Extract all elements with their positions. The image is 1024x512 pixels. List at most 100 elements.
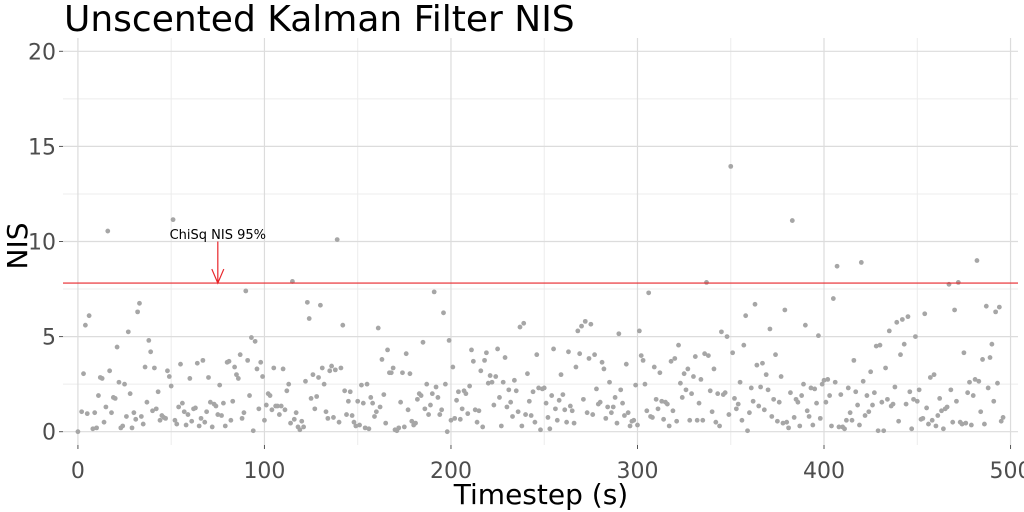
- data-point: [696, 400, 702, 406]
- data-point: [976, 378, 982, 384]
- data-point: [620, 400, 625, 406]
- data-point: [711, 366, 717, 372]
- data-point: [245, 357, 251, 363]
- data-point: [362, 425, 368, 431]
- data-point: [810, 422, 816, 428]
- data-point: [625, 410, 631, 416]
- data-point: [482, 357, 487, 363]
- data-point: [545, 415, 551, 420]
- data-point: [849, 417, 855, 423]
- data-point: [698, 376, 704, 382]
- data-point: [541, 385, 547, 391]
- data-point: [681, 371, 687, 377]
- data-point: [431, 289, 437, 295]
- data-point: [636, 328, 642, 334]
- data-point: [442, 381, 448, 387]
- data-point: [262, 417, 267, 423]
- data-point: [607, 379, 612, 385]
- data-point: [651, 364, 657, 370]
- data-point: [864, 393, 870, 398]
- data-point: [588, 321, 594, 327]
- data-point: [219, 413, 224, 418]
- data-point: [418, 393, 424, 398]
- data-point: [758, 384, 763, 390]
- data-point: [683, 387, 689, 393]
- data-point: [470, 358, 476, 364]
- data-point: [185, 412, 191, 417]
- data-point: [234, 372, 239, 378]
- data-point: [489, 379, 495, 385]
- data-point: [622, 413, 627, 418]
- data-point: [151, 365, 157, 371]
- data-point: [582, 318, 588, 324]
- data-point: [381, 392, 387, 398]
- data-point: [396, 425, 402, 431]
- data-point: [569, 408, 575, 414]
- data-point: [705, 353, 711, 359]
- data-point: [616, 331, 622, 337]
- data-point: [364, 381, 370, 387]
- data-point: [116, 379, 122, 385]
- x-tick-label: 500: [990, 459, 1024, 484]
- data-point: [519, 423, 525, 429]
- data-point: [301, 424, 307, 430]
- data-point: [914, 398, 920, 404]
- x-tick-label: 0: [71, 459, 85, 484]
- data-point: [909, 426, 915, 432]
- data-point: [338, 365, 344, 371]
- data-point: [226, 358, 232, 364]
- data-point: [196, 423, 202, 429]
- data-point: [124, 414, 129, 419]
- major-gridlines: [63, 38, 1018, 445]
- data-point: [691, 374, 696, 379]
- data-point: [420, 339, 426, 345]
- data-point: [125, 329, 131, 335]
- data-point: [99, 376, 105, 381]
- data-point: [183, 422, 189, 428]
- data-point: [761, 407, 767, 413]
- data-point: [608, 410, 614, 416]
- data-point: [114, 344, 120, 350]
- x-tick-label: 100: [243, 459, 285, 484]
- data-point: [178, 361, 183, 367]
- data-point: [357, 422, 362, 428]
- data-point: [150, 408, 155, 414]
- data-point: [597, 399, 603, 405]
- data-point: [414, 396, 420, 402]
- y-tick-label: 10: [28, 231, 56, 256]
- data-point: [789, 218, 795, 223]
- data-point: [433, 384, 439, 390]
- data-point: [825, 376, 831, 382]
- data-point: [827, 393, 833, 398]
- data-point: [610, 404, 616, 410]
- data-point: [784, 419, 790, 425]
- data-point: [735, 401, 741, 407]
- data-point: [456, 389, 461, 395]
- data-point: [767, 326, 773, 332]
- data-point: [258, 359, 264, 365]
- annotation-label: ChiSq NIS 95%: [170, 228, 266, 243]
- data-point: [472, 407, 478, 413]
- data-point: [995, 380, 1000, 386]
- data-point: [743, 313, 749, 319]
- data-point: [623, 361, 629, 367]
- data-point: [353, 423, 359, 429]
- data-point: [200, 357, 206, 363]
- data-point: [804, 408, 810, 414]
- data-point: [428, 402, 433, 408]
- data-point: [176, 404, 182, 410]
- data-point: [193, 405, 198, 411]
- data-point: [577, 351, 583, 357]
- data-point: [105, 228, 111, 234]
- data-point: [741, 342, 747, 348]
- data-point: [90, 426, 96, 432]
- data-point: [84, 411, 90, 417]
- data-point: [349, 413, 355, 418]
- data-point: [733, 406, 739, 412]
- data-point: [788, 390, 793, 396]
- data-point: [644, 408, 650, 414]
- data-point: [385, 347, 390, 353]
- data-point: [877, 342, 883, 348]
- data-point: [166, 374, 172, 379]
- data-point: [441, 310, 446, 316]
